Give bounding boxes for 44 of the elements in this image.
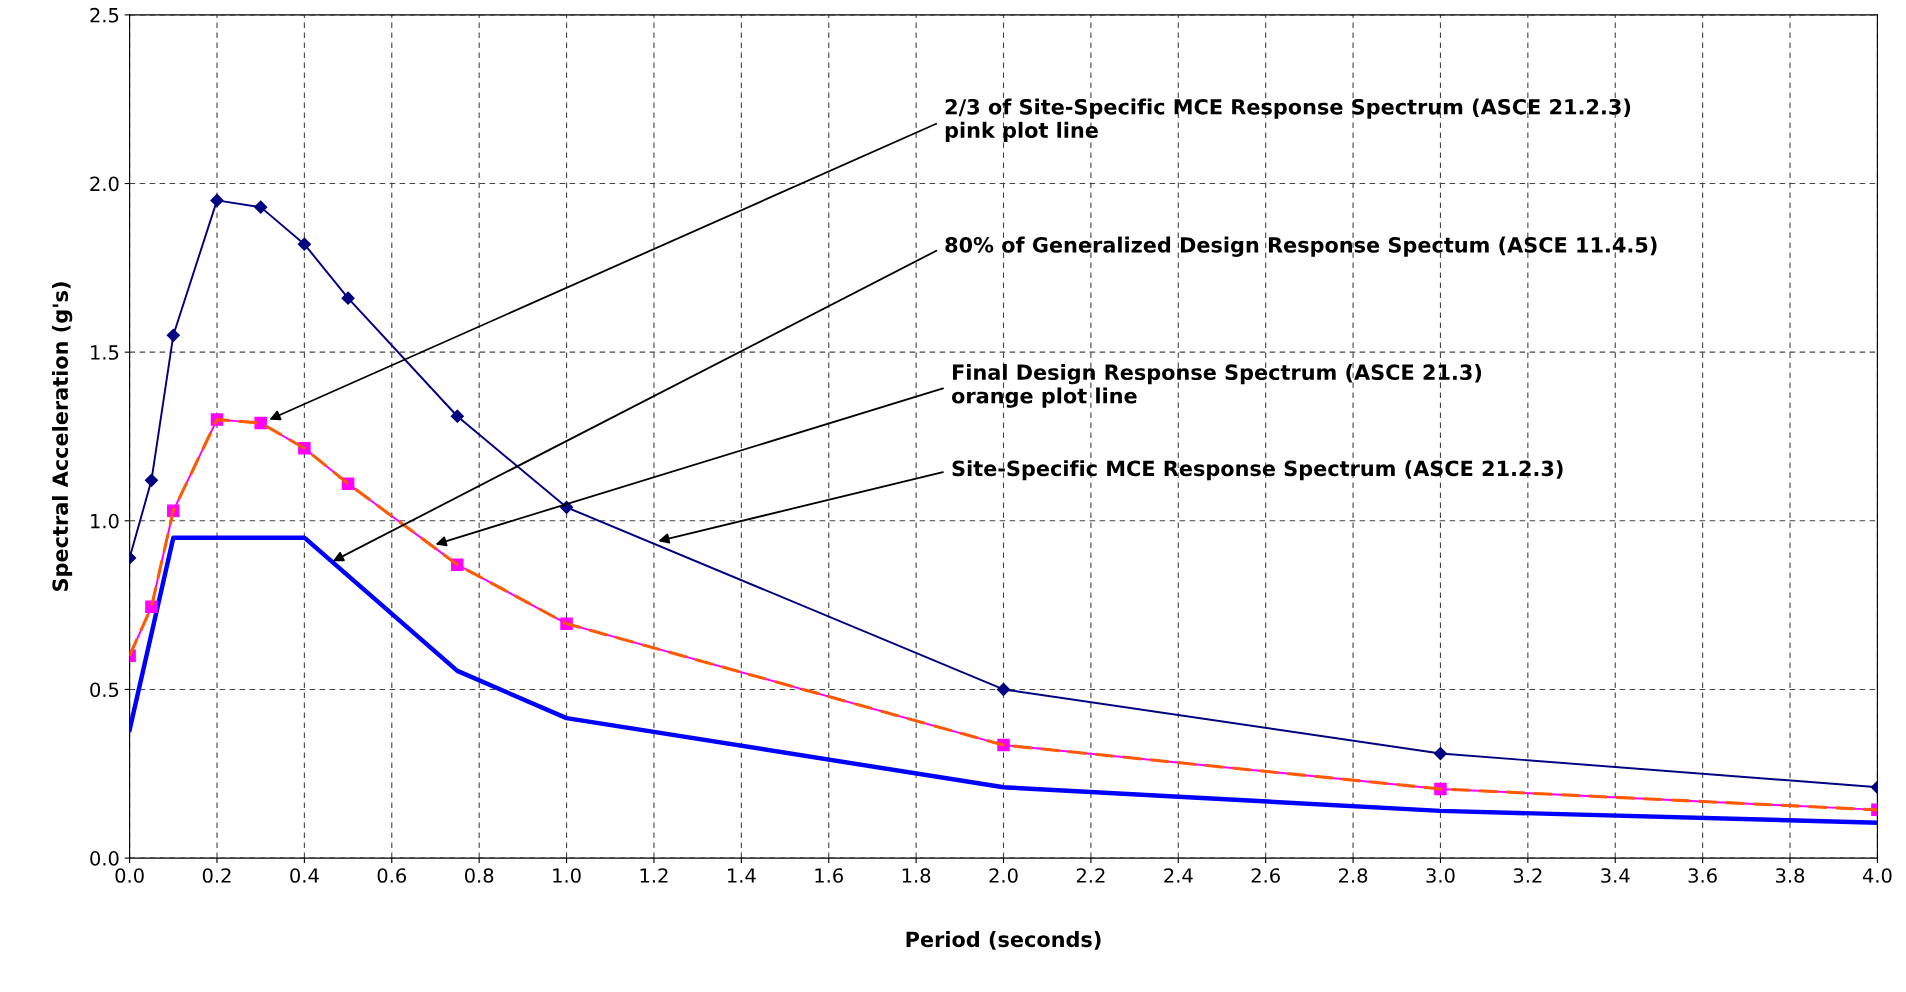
point xyxy=(166,328,180,342)
point xyxy=(210,193,224,207)
x-tick-label: 2.4 xyxy=(1164,868,1193,883)
x-tick-label: 0.2 xyxy=(202,868,231,883)
x-tick-label: 1.0 xyxy=(553,868,581,883)
y-tick-label: 0.5 xyxy=(90,682,119,698)
x-tick-label: 3.0 xyxy=(1426,868,1455,883)
x-tick-label: 0.0 xyxy=(115,868,144,883)
x-tick-label: 3.8 xyxy=(1776,868,1805,883)
x-axis-title: Period (seconds) xyxy=(906,931,1101,950)
point xyxy=(450,409,464,423)
y-tick-label: 1.0 xyxy=(91,513,119,529)
x-tick-label: 1.4 xyxy=(728,868,756,883)
x-tick-label: 2.0 xyxy=(989,868,1018,883)
y-tick-label: 0.0 xyxy=(90,851,119,866)
point xyxy=(297,237,311,251)
x-tick-label: 3.2 xyxy=(1513,868,1542,883)
annotation: Final Design Response Spectrum (ASCE 21.3) orange plot line xyxy=(951,363,1482,408)
x-tick-label: 0.4 xyxy=(290,868,319,883)
y-tick-label: 1.5 xyxy=(91,345,119,360)
x-tick-label: 0.6 xyxy=(377,868,407,883)
point xyxy=(1433,746,1448,761)
x-tick-label: 4.0 xyxy=(1862,868,1892,883)
x-tick-label: 0.8 xyxy=(464,868,494,883)
x-tick-label: 1.2 xyxy=(640,868,668,883)
x-tick-label: 1.6 xyxy=(815,868,843,883)
annotation: Site-Specific MCE Response Spectrum (ASCE 21.2.3) xyxy=(952,460,1563,481)
annotation: 80% of Generalized Design Response Spectum (ASCE 11.4.5) xyxy=(945,236,1657,257)
point xyxy=(341,291,355,305)
y-axis-title: Spectral Acceleration (g's) xyxy=(51,282,73,591)
annotation: 2/3 of Site-Specific MCE Response Spectrum (ASCE 21.2.3) pink plot line xyxy=(945,98,1631,143)
x-tick-label: 3.4 xyxy=(1601,868,1630,883)
x-tick-label: 2.2 xyxy=(1076,868,1105,883)
point xyxy=(254,200,268,214)
line-series xyxy=(129,535,1878,825)
point xyxy=(144,473,159,487)
y-tick-label: 2.5 xyxy=(90,7,119,23)
y-tick-label: 2.0 xyxy=(90,176,119,192)
point xyxy=(996,682,1011,697)
point xyxy=(254,416,267,430)
x-tick-label: 1.8 xyxy=(902,868,931,883)
x-tick-label: 2.8 xyxy=(1339,868,1368,883)
x-tick-label: 2.6 xyxy=(1251,868,1280,883)
x-tick-label: 3.6 xyxy=(1688,868,1717,883)
